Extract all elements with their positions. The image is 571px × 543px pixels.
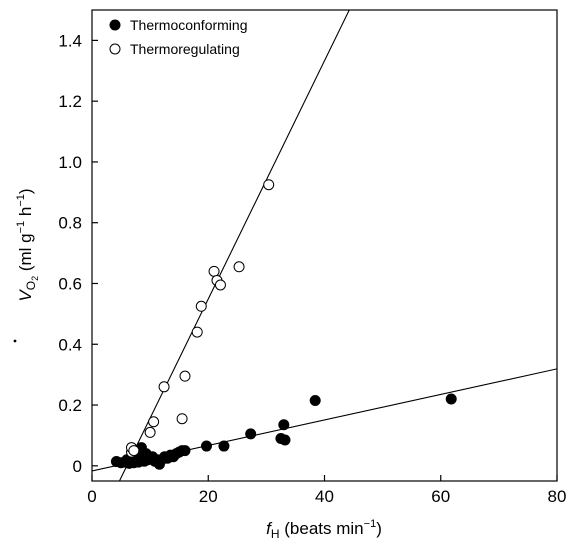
point-thermoregulating [158,381,170,393]
legend-marker-thermoregulating [109,43,121,55]
point-thermoconforming [218,440,230,452]
point-thermoconforming [278,419,290,431]
point-thermoregulating [233,261,245,273]
y-tick-label: 0.8 [58,214,82,233]
legend: Thermoconforming Thermoregulating [109,17,248,57]
v-dot-accent [13,339,17,343]
fit-line-thermoregulating [118,10,350,481]
legend-marker-thermoconforming [109,19,121,31]
y-tick-label: 1.0 [58,153,82,172]
point-thermoconforming [245,428,257,440]
x-axis-title: fH (beats min−1) [266,518,382,541]
point-thermoconforming [279,434,291,446]
x-tick-label: 60 [431,487,450,506]
x-tick-label: 40 [315,487,334,506]
x-tick-label: 0 [87,487,96,506]
point-thermoconforming [309,394,321,406]
point-thermoregulating [191,326,203,338]
point-thermoconforming [201,440,213,452]
y-axis-title: VO2 (ml g−1 h−1) [13,188,40,343]
x-tick-label: 20 [199,487,218,506]
x-tick-label: 80 [548,487,567,506]
y-tick-label: 1.4 [58,31,82,50]
y-tick-label: 0.4 [58,335,82,354]
legend-label-thermoconforming: Thermoconforming [130,17,248,33]
y-tick-label: 0.2 [58,396,82,415]
point-thermoregulating [179,370,191,382]
y-tick-label: 0.6 [58,274,82,293]
legend-label-thermoregulating: Thermoregulating [130,41,240,57]
point-thermoregulating [128,445,140,457]
point-thermoregulating [144,426,156,438]
point-thermoregulating [195,300,207,312]
point-thermoregulating [214,279,226,291]
point-thermoconforming [445,393,457,405]
y-tick-label: 1.2 [58,92,82,111]
point-thermoregulating [148,416,160,428]
plot-frame [91,9,558,482]
svg-text:VO2 (ml g−1 h−1): VO2 (ml g−1 h−1) [15,188,40,301]
point-thermoconforming [179,445,191,457]
point-thermoregulating [176,413,188,425]
point-thermoregulating [208,265,220,277]
point-thermoregulating [263,179,275,191]
y-tick-label: 0 [73,457,82,476]
